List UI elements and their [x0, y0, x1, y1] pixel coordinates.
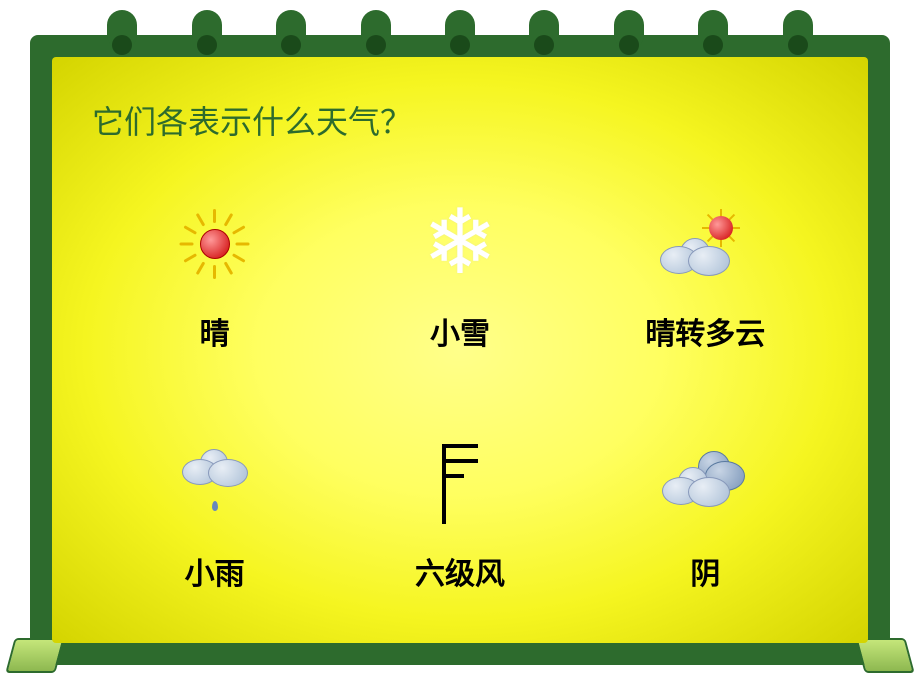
weather-item-sunny-to-cloudy: 晴转多云 — [593, 173, 818, 373]
weather-label: 晴 — [200, 309, 230, 353]
rain-icon — [165, 434, 265, 534]
notepad-container: 它们各表示什么天气？ — [30, 10, 890, 675]
spiral-binding — [80, 10, 840, 60]
stand-leg-left — [5, 638, 64, 673]
spiral-ring — [361, 10, 391, 50]
weather-label: 六级风 — [415, 549, 505, 593]
wind-flag-icon — [410, 434, 510, 534]
weather-label: 晴转多云 — [645, 309, 765, 353]
weather-item-overcast: 阴 — [593, 413, 818, 613]
weather-item-light-snow: ❄ 小雪 — [347, 173, 572, 373]
spiral-ring — [783, 10, 813, 50]
spiral-ring — [107, 10, 137, 50]
question-title: 它们各表示什么天气？ — [82, 97, 838, 143]
stand-leg-right — [855, 638, 914, 673]
spiral-ring — [192, 10, 222, 50]
spiral-ring — [614, 10, 644, 50]
spiral-ring — [276, 10, 306, 50]
spiral-ring — [445, 10, 475, 50]
spiral-ring — [529, 10, 559, 50]
weather-grid: 晴 ❄ 小雪 — [82, 173, 838, 613]
spiral-ring — [698, 10, 728, 50]
partly-cloudy-icon — [655, 194, 755, 294]
overcast-icon — [655, 434, 755, 534]
notepad-frame: 它们各表示什么天气？ — [30, 35, 890, 665]
weather-item-wind-6: 六级风 — [347, 413, 572, 613]
weather-label: 小雪 — [430, 309, 490, 353]
sun-icon — [165, 194, 265, 294]
snowflake-icon: ❄ — [410, 194, 510, 294]
weather-label: 小雨 — [185, 549, 245, 593]
weather-label: 阴 — [690, 549, 720, 593]
notepad-page: 它们各表示什么天气？ — [52, 57, 868, 643]
weather-item-light-rain: 小雨 — [102, 413, 327, 613]
weather-item-sunny: 晴 — [102, 173, 327, 373]
